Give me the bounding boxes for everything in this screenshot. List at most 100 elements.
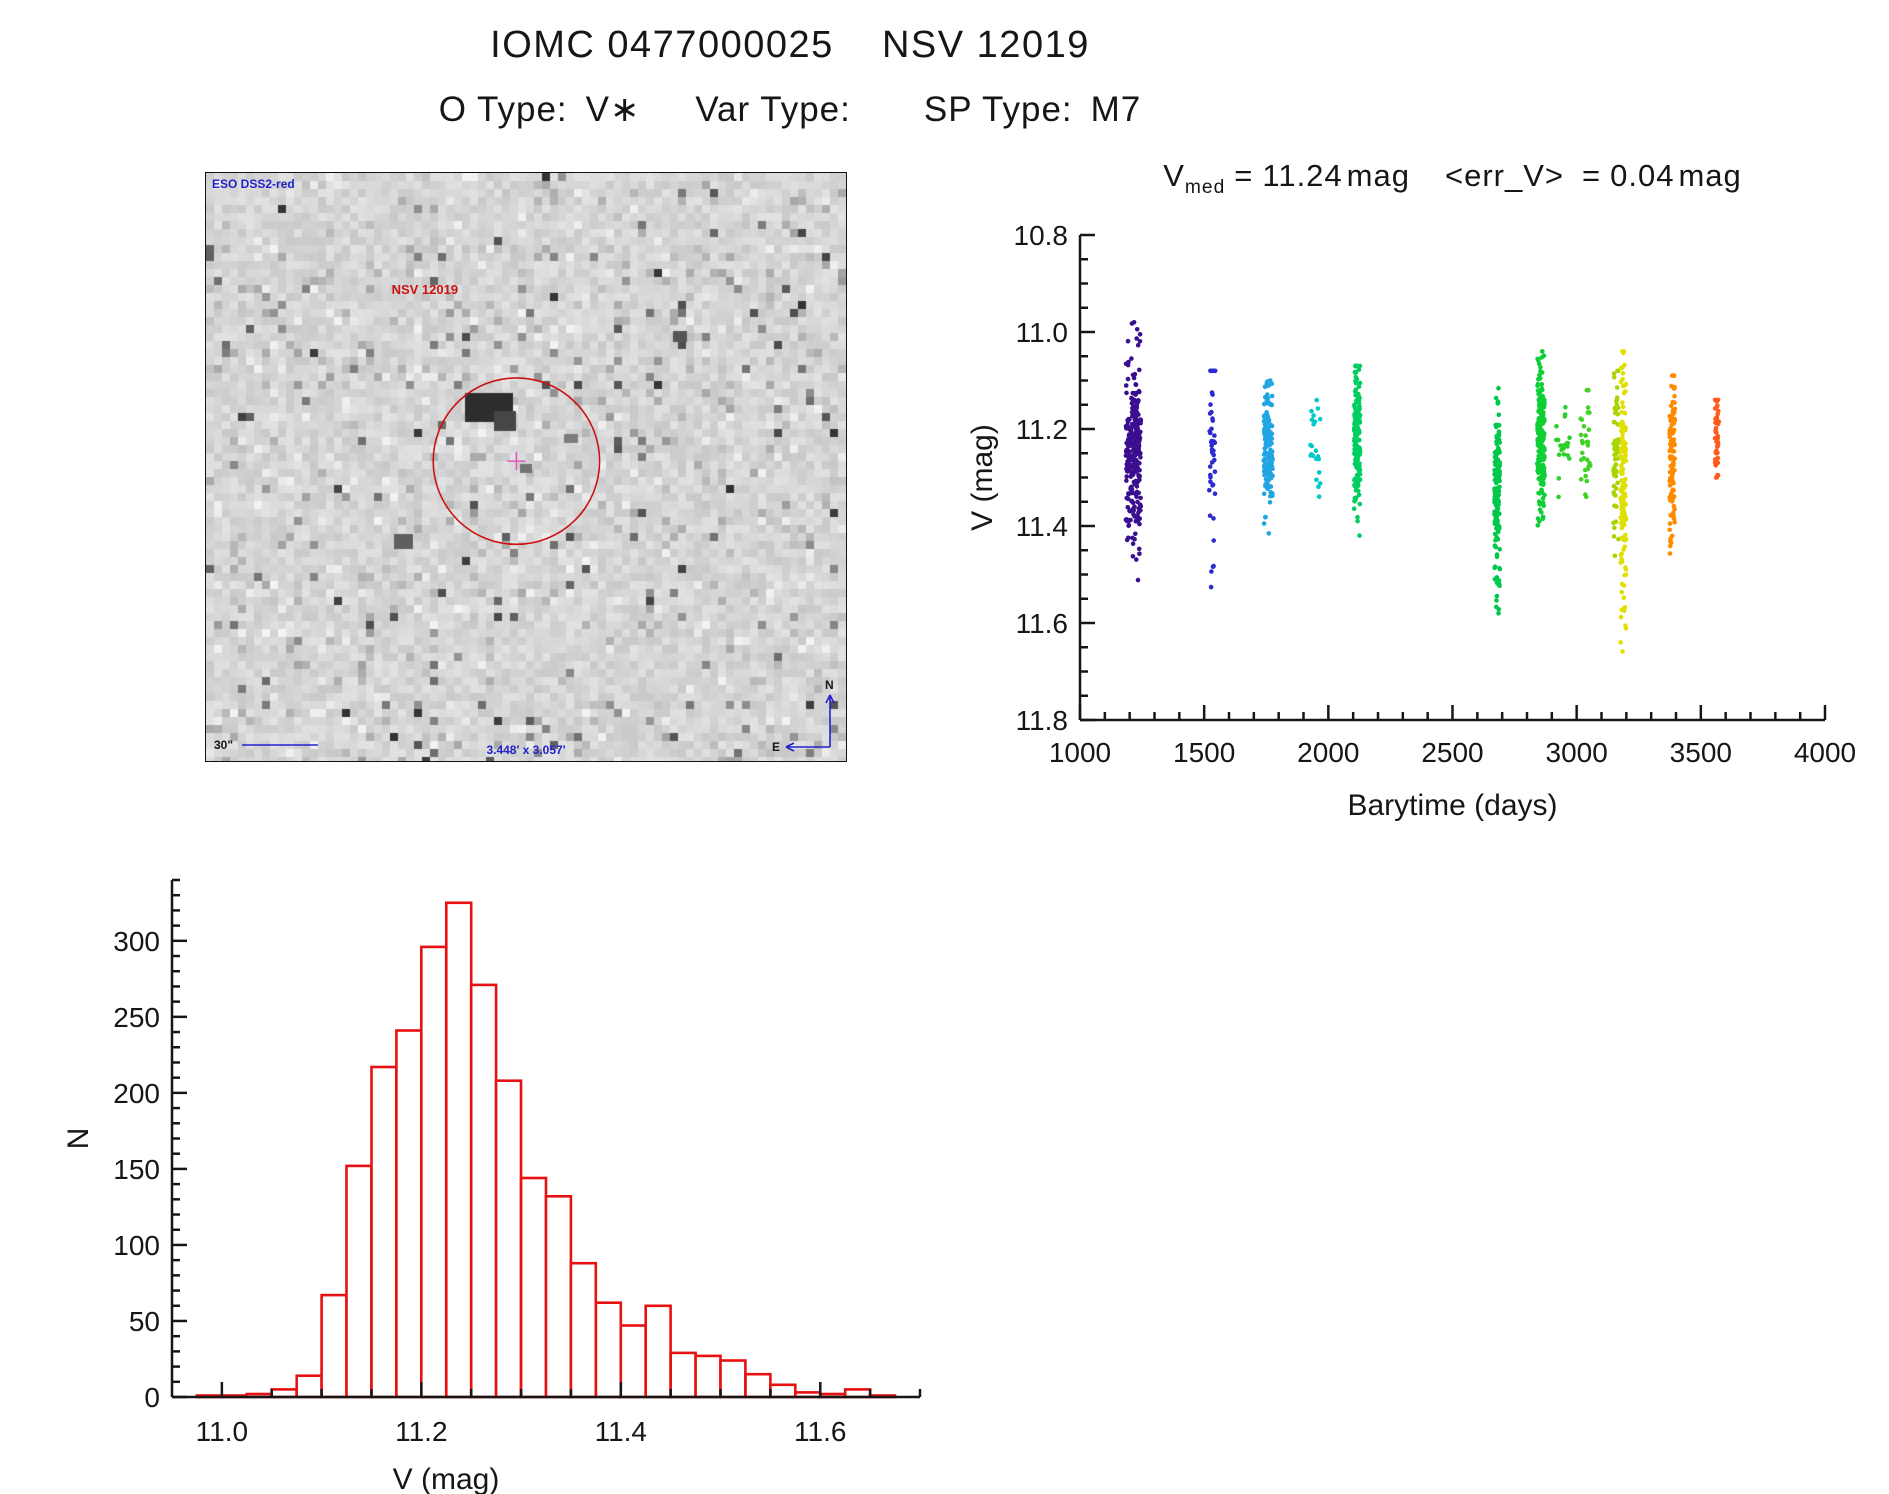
data-point bbox=[1672, 393, 1677, 399]
data-point bbox=[1355, 515, 1360, 520]
data-point bbox=[1535, 523, 1541, 528]
data-point bbox=[1614, 399, 1619, 404]
data-point bbox=[1352, 476, 1358, 482]
data-point bbox=[1671, 462, 1676, 468]
data-point bbox=[1266, 383, 1271, 388]
data-point bbox=[1353, 363, 1358, 369]
data-point bbox=[1565, 444, 1570, 449]
data-point bbox=[1621, 509, 1627, 515]
data-point bbox=[1615, 405, 1621, 411]
data-point bbox=[1671, 449, 1677, 454]
histogram-bar bbox=[295, 1374, 323, 1399]
data-point bbox=[1536, 357, 1541, 363]
data-point bbox=[1619, 559, 1625, 565]
data-point bbox=[1125, 496, 1131, 502]
y-tick-label: 250 bbox=[113, 1002, 160, 1033]
scale-label: 30" bbox=[214, 738, 233, 752]
data-point bbox=[1539, 370, 1545, 375]
data-point bbox=[1672, 418, 1678, 423]
data-point bbox=[1269, 464, 1275, 469]
data-point bbox=[1124, 474, 1129, 479]
star-label: NSV 12019 bbox=[391, 281, 459, 297]
data-point bbox=[1612, 492, 1617, 497]
data-point bbox=[1541, 418, 1546, 423]
data-point bbox=[1212, 457, 1217, 463]
data-point bbox=[1623, 572, 1629, 577]
data-point bbox=[1130, 541, 1136, 546]
data-point bbox=[1265, 392, 1270, 397]
data-point bbox=[1538, 468, 1543, 473]
data-point bbox=[1267, 453, 1272, 458]
data-point bbox=[1136, 546, 1142, 552]
data-point bbox=[1355, 452, 1360, 458]
equals-sign: = bbox=[1234, 158, 1254, 193]
x-tick-label: 1000 bbox=[1049, 737, 1111, 768]
data-point bbox=[1207, 513, 1213, 518]
data-point bbox=[1493, 486, 1498, 492]
data-point bbox=[1493, 395, 1499, 401]
data-point bbox=[1352, 432, 1358, 437]
x-tick-label: 11.4 bbox=[595, 1416, 647, 1447]
data-point bbox=[1123, 453, 1129, 458]
data-point bbox=[1134, 405, 1140, 410]
err-label: <err_V> bbox=[1444, 158, 1564, 193]
data-point bbox=[1556, 494, 1561, 500]
data-point bbox=[1494, 460, 1499, 465]
data-point bbox=[1622, 532, 1628, 538]
data-point bbox=[1618, 640, 1623, 645]
data-point bbox=[1136, 441, 1141, 446]
data-point bbox=[1357, 501, 1363, 507]
data-point bbox=[1352, 461, 1358, 467]
y-tick-label: 300 bbox=[113, 926, 160, 957]
data-point bbox=[1671, 514, 1676, 520]
data-point bbox=[1125, 417, 1130, 423]
histogram-bar bbox=[669, 1351, 697, 1399]
compass-north-label: N bbox=[825, 678, 834, 692]
data-point bbox=[1672, 507, 1677, 512]
data-point bbox=[1137, 521, 1142, 527]
data-point bbox=[1132, 417, 1138, 423]
data-point bbox=[1535, 388, 1541, 393]
data-point bbox=[1352, 402, 1357, 408]
data-point bbox=[1619, 525, 1625, 531]
data-point bbox=[1138, 455, 1143, 460]
data-point bbox=[1537, 404, 1543, 410]
data-point bbox=[1554, 437, 1559, 443]
data-point bbox=[1315, 454, 1321, 459]
data-point bbox=[1615, 412, 1620, 417]
data-point bbox=[1124, 426, 1130, 431]
data-point bbox=[1138, 495, 1143, 501]
data-point bbox=[1137, 332, 1143, 337]
histogram-bars bbox=[195, 901, 897, 1399]
data-point bbox=[1586, 427, 1592, 433]
data-point bbox=[1263, 435, 1269, 440]
data-point bbox=[1132, 421, 1138, 426]
data-point bbox=[1208, 584, 1214, 590]
data-point bbox=[1556, 476, 1562, 481]
data-point bbox=[1670, 487, 1676, 493]
data-point bbox=[1712, 406, 1718, 411]
data-point bbox=[1672, 468, 1677, 473]
data-point bbox=[1619, 498, 1624, 503]
data-point bbox=[1211, 538, 1216, 543]
data-point bbox=[1313, 448, 1319, 454]
data-point bbox=[1136, 388, 1142, 394]
data-point bbox=[1207, 487, 1212, 493]
data-point bbox=[1672, 456, 1677, 461]
data-point bbox=[1587, 410, 1592, 415]
data-point bbox=[1266, 531, 1272, 536]
data-point bbox=[1618, 454, 1624, 459]
data-point bbox=[1584, 478, 1590, 484]
data-point bbox=[1619, 589, 1625, 595]
data-point bbox=[1496, 412, 1502, 418]
data-point bbox=[1672, 406, 1678, 412]
data-point bbox=[1621, 479, 1627, 484]
data-point bbox=[1497, 565, 1502, 571]
data-point bbox=[1210, 483, 1215, 488]
err-unit: mag bbox=[1678, 158, 1742, 193]
data-point bbox=[1494, 575, 1500, 580]
histogram-bar bbox=[644, 1304, 672, 1399]
vmed-value: 11.24 bbox=[1262, 158, 1343, 193]
object-types: O Type: V∗ Var Type: SP Type: M7 bbox=[0, 90, 1580, 130]
data-point bbox=[1353, 488, 1359, 493]
